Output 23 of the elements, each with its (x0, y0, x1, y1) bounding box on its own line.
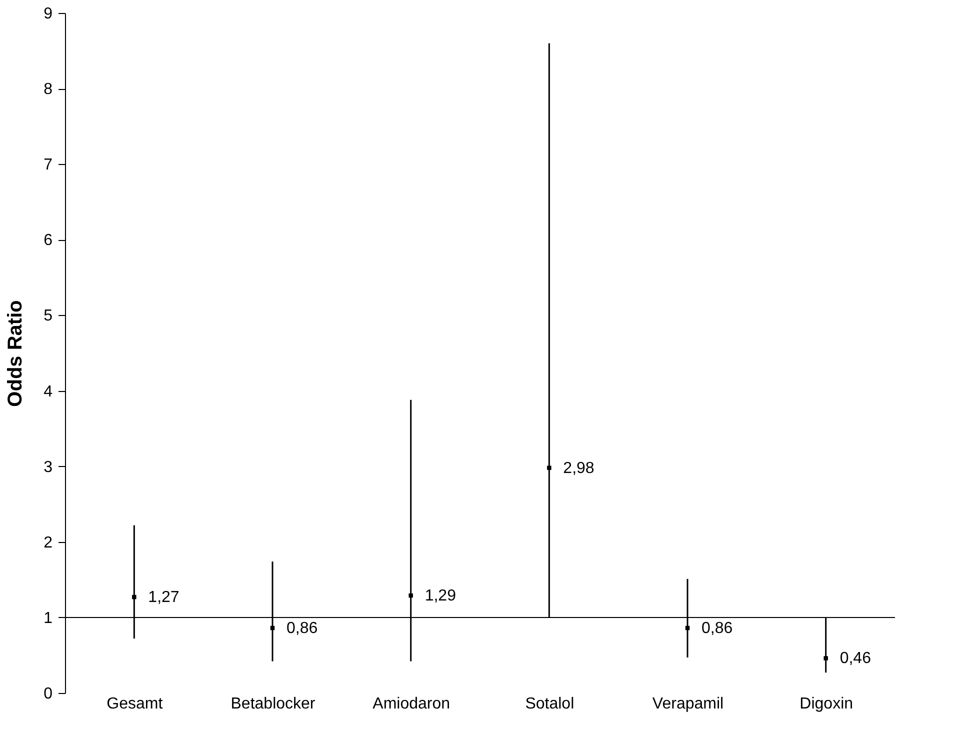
y-tick-label: 5 (44, 308, 53, 325)
data-label: 1,27 (148, 589, 180, 606)
data-label: 0,46 (840, 650, 872, 668)
data-label: 2,98 (563, 460, 594, 477)
data-label: 1,29 (424, 588, 456, 605)
y-tick-label: 2 (44, 534, 53, 552)
x-tick-label: Sotalol (525, 696, 574, 712)
y-tick-label: 7 (44, 156, 53, 174)
y-tick-label: 4 (44, 383, 53, 400)
y-axis-title: Odds Ratio (4, 300, 27, 407)
y-tick-label: 3 (44, 458, 53, 476)
x-tick-label: Verapamil (652, 696, 724, 712)
x-tick-label: Amiodaron (372, 696, 450, 712)
y-tick-label: 0 (44, 686, 53, 702)
y-tick-label: 6 (44, 232, 53, 250)
x-tick-label: Betablocker (230, 696, 316, 712)
y-tick-label: 8 (44, 81, 53, 98)
x-tick-label: Digoxin (800, 696, 854, 712)
data-label: 0,86 (286, 620, 318, 638)
y-tick-label: 1 (44, 610, 53, 627)
x-tick-label: Gesamt (106, 696, 164, 712)
y-tick-label: 9 (44, 6, 53, 22)
data-label: 0,86 (702, 620, 733, 638)
